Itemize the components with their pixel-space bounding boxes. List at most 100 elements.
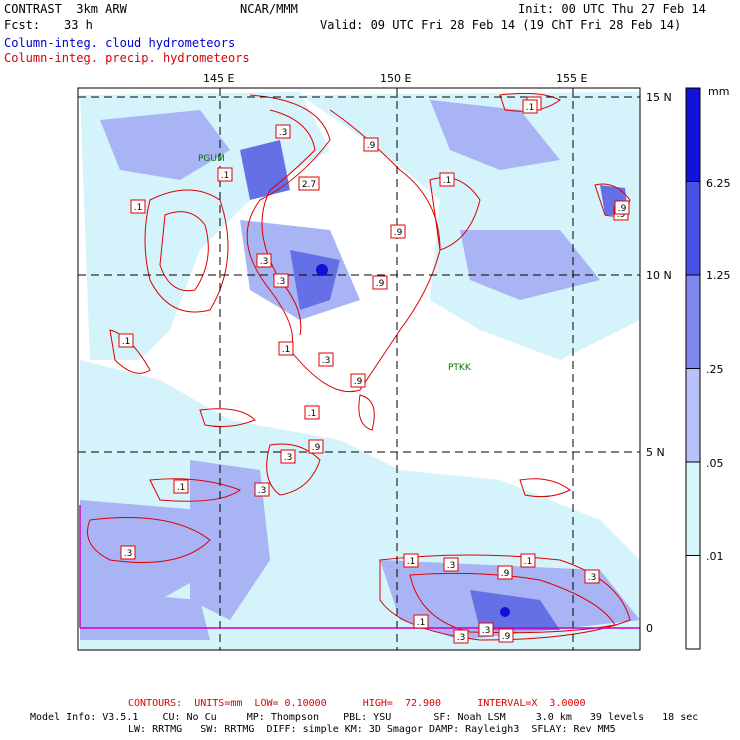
contour-label-box bbox=[478, 622, 494, 637]
model-title: CONTRAST 3km ARW bbox=[4, 2, 127, 16]
contour-label: .3 bbox=[322, 356, 331, 366]
contour-label-box bbox=[173, 479, 189, 494]
legend-swatch bbox=[685, 87, 701, 182]
contour-label: .3 bbox=[279, 128, 288, 138]
contour-label: .1 bbox=[417, 618, 426, 628]
contour-label: .3 bbox=[447, 561, 456, 571]
contour-label-box bbox=[350, 373, 366, 388]
contour-label: .9 bbox=[617, 210, 626, 220]
contour-label-box bbox=[522, 99, 538, 114]
lat-label-5n: 5 N bbox=[646, 446, 665, 459]
contour-label-box bbox=[280, 449, 296, 464]
lon-label-155: 155 E bbox=[556, 72, 587, 85]
contour-label-box bbox=[273, 273, 289, 288]
contour-label-box bbox=[520, 553, 536, 568]
contour-label: .9 bbox=[618, 204, 627, 214]
contour-info: CONTOURS: UNITS=mm LOW= 0.10000 HIGH= 72… bbox=[128, 698, 586, 709]
contour-label-box bbox=[390, 224, 406, 239]
legend-swatch bbox=[685, 461, 701, 556]
contour-label: .1 bbox=[443, 176, 452, 186]
lat-label-10n: 10 N bbox=[646, 269, 672, 282]
lat-label-15n: 15 N bbox=[646, 91, 672, 104]
legend-tick-6-25: 6.25 bbox=[706, 177, 731, 190]
contour-label: .1 bbox=[221, 171, 230, 181]
contour-label: 2.7 bbox=[302, 180, 316, 190]
legend-unit: mm bbox=[708, 85, 729, 98]
contour-label: .3 bbox=[588, 573, 597, 583]
contour-label-box bbox=[413, 614, 429, 629]
init-time: Init: 00 UTC Thu 27 Feb 14 bbox=[518, 2, 706, 16]
contour-label: .3 bbox=[284, 453, 293, 463]
contour-label-box bbox=[498, 628, 514, 643]
contour-label-box bbox=[254, 482, 270, 497]
contour-label: .1 bbox=[308, 409, 317, 419]
legend-swatch bbox=[685, 181, 701, 276]
station-pgum: PGUM bbox=[198, 154, 225, 164]
contour-label-box bbox=[130, 199, 146, 214]
legend-swatch bbox=[685, 368, 701, 463]
contour-label: .1 bbox=[526, 103, 535, 113]
contour-label: .9 bbox=[354, 377, 363, 387]
contour-label-box bbox=[318, 352, 334, 367]
contour-label-box bbox=[278, 341, 294, 356]
forecast-hour: 33 h bbox=[64, 18, 93, 32]
lon-label-150: 150 E bbox=[380, 72, 411, 85]
contour-label: .1 bbox=[407, 557, 416, 567]
contour-label: .9 bbox=[394, 228, 403, 238]
contour-label-box bbox=[614, 200, 630, 215]
map-frame bbox=[77, 87, 641, 651]
contour-label-box bbox=[439, 172, 455, 187]
contour-label: .3 bbox=[258, 486, 267, 496]
lon-label-145: 145 E bbox=[203, 72, 234, 85]
legend-tick-0-25: .25 bbox=[706, 363, 724, 376]
legend-tick-1-25: 1.25 bbox=[706, 269, 731, 282]
legend-swatch bbox=[685, 555, 701, 650]
contour-label-box bbox=[118, 333, 134, 348]
contour-label-box bbox=[217, 167, 233, 182]
contour-label-box bbox=[363, 137, 379, 152]
station-ptkk: PTKK bbox=[448, 363, 472, 373]
contour-label: .9 bbox=[376, 279, 385, 289]
legend-swatch bbox=[685, 274, 701, 369]
contour-label: .9 bbox=[312, 443, 321, 453]
field-precip-label: Column-integ. precip. hydrometeors bbox=[4, 51, 250, 65]
contour-label-box bbox=[584, 569, 600, 584]
contour-label-box bbox=[443, 557, 459, 572]
contour-label: .1 bbox=[524, 557, 533, 567]
contour-label: .9 bbox=[501, 569, 510, 579]
contour-label-box bbox=[275, 124, 291, 139]
model-info: Model Info: V3.5.1 CU: No Cu MP: Thompso… bbox=[30, 712, 699, 723]
contour-label-box bbox=[120, 545, 136, 560]
contour-label-box bbox=[256, 253, 272, 268]
contour-label: .3 bbox=[260, 257, 269, 267]
forecast-label: Fcst: bbox=[4, 18, 41, 32]
contour-label-box bbox=[298, 176, 320, 191]
contour-label: .1 bbox=[177, 483, 186, 493]
contour-label: .3 bbox=[124, 549, 133, 559]
contour-label-box bbox=[453, 629, 469, 644]
model-info-physics: LW: RRTMG SW: RRTMG DIFF: simple KM: 3D … bbox=[128, 724, 616, 735]
contour-label: .9 bbox=[367, 141, 376, 151]
contour-label: .1 bbox=[134, 203, 143, 213]
contour-label-box bbox=[372, 275, 388, 290]
contour-label: .9 bbox=[502, 632, 511, 642]
contour-label: .1 bbox=[282, 345, 291, 355]
contour-label: .1 bbox=[122, 337, 131, 347]
valid-time: Valid: 09 UTC Fri 28 Feb 14 (19 ChT Fri … bbox=[320, 18, 682, 32]
legend-tick-0-05: .05 bbox=[706, 457, 724, 470]
color-legend bbox=[685, 87, 701, 650]
cloud-shading bbox=[78, 88, 640, 650]
contour-label-box bbox=[403, 553, 419, 568]
contour-label: .3 bbox=[277, 277, 286, 287]
contour-label: .3 bbox=[457, 633, 466, 643]
org-label: NCAR/MMM bbox=[240, 2, 298, 16]
lat-label-0: 0 bbox=[646, 622, 653, 635]
contour-label: .3 bbox=[482, 626, 491, 636]
contour-label-box bbox=[304, 405, 320, 420]
contour-label-box bbox=[497, 565, 513, 580]
graticule bbox=[78, 88, 640, 650]
contour-label-box bbox=[308, 439, 324, 454]
field-cloud-label: Column-integ. cloud hydrometeors bbox=[4, 36, 236, 50]
legend-tick-0-01: .01 bbox=[706, 550, 724, 563]
